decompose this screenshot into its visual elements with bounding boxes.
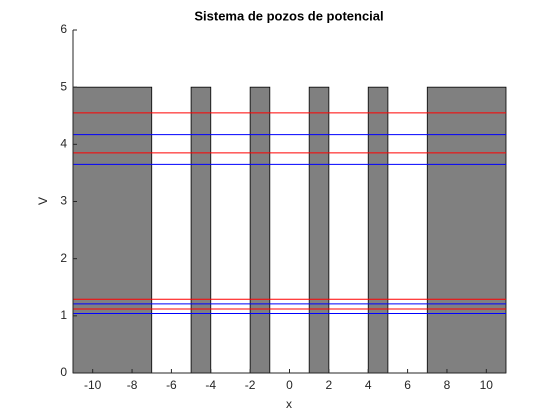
x-tick-label: -10 <box>84 378 102 392</box>
y-tick-label: 1 <box>60 308 67 322</box>
barrier <box>72 86 153 374</box>
y-tick-label: 5 <box>60 79 67 93</box>
barrier <box>426 86 507 374</box>
barrier <box>308 86 330 374</box>
barrier <box>190 86 212 374</box>
x-axis-label: x <box>286 397 292 411</box>
y-tick-label: 3 <box>60 194 67 208</box>
barrier <box>367 86 389 374</box>
y-axis-label: V <box>36 197 50 205</box>
x-tick-label: 6 <box>404 378 411 392</box>
x-tick-label: 8 <box>444 378 451 392</box>
x-tick-label: 2 <box>326 378 333 392</box>
x-tick-label: -4 <box>205 378 216 392</box>
barrier <box>249 86 271 374</box>
y-tick-label: 2 <box>60 251 67 265</box>
y-tick-label: 4 <box>60 137 67 151</box>
x-tick-label: -8 <box>127 378 138 392</box>
y-tick-label: 0 <box>60 365 67 379</box>
x-tick-label: 4 <box>365 378 372 392</box>
y-tick-label: 6 <box>60 22 67 36</box>
chart-title: Sistema de pozos de potencial <box>194 8 383 23</box>
x-tick-label: -2 <box>245 378 256 392</box>
x-tick-label: -6 <box>166 378 177 392</box>
x-tick-label: 0 <box>286 378 293 392</box>
x-tick-label: 10 <box>480 378 494 392</box>
